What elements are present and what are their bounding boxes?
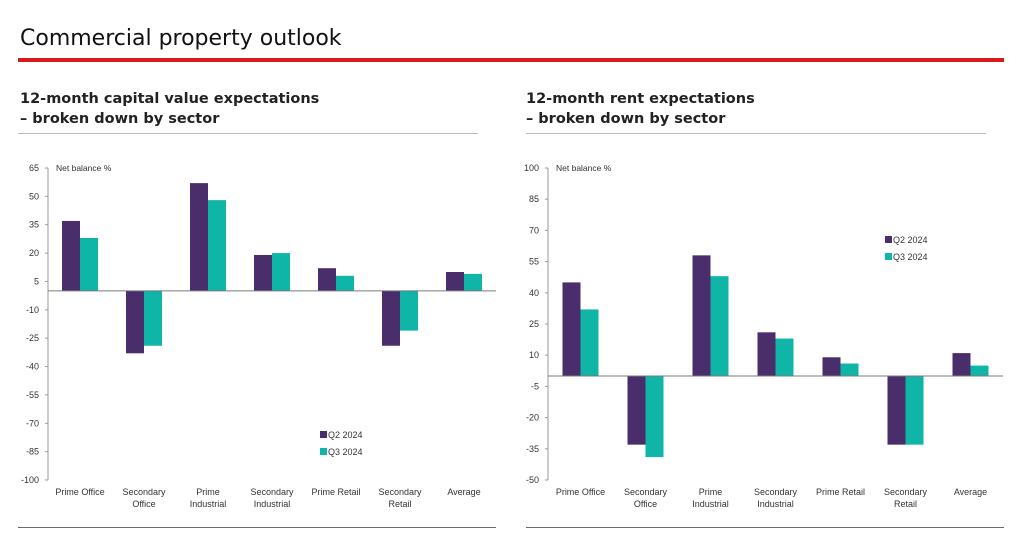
y-tick-label: 65 <box>29 163 39 173</box>
bar-q3-2024 <box>336 275 354 291</box>
x-tick-label: Secondary <box>884 487 928 497</box>
bar-q2-2024 <box>757 332 776 376</box>
bar-q2-2024 <box>952 353 971 376</box>
x-tick-label: Prime Retail <box>311 487 360 497</box>
y-tick-label: 10 <box>529 350 539 360</box>
bar-q2-2024 <box>887 376 906 445</box>
bottom-divider <box>526 527 1004 528</box>
bar-q3-2024 <box>80 237 98 291</box>
legend-label: Q3 2024 <box>328 447 363 457</box>
y-tick-label: 40 <box>529 288 539 298</box>
bar-q3-2024 <box>645 376 664 458</box>
bar-q3-2024 <box>272 253 290 291</box>
y-axis-label: Net balance % <box>56 163 112 173</box>
x-tick-label: Industrial <box>254 499 291 509</box>
y-tick-label: 100 <box>524 163 539 173</box>
x-tick-label: Industrial <box>757 499 794 509</box>
chart-heading-line2: – broken down by sector <box>20 111 220 127</box>
x-tick-label: Secondary <box>754 487 798 497</box>
heading-divider <box>526 133 986 134</box>
bar-q2-2024 <box>126 290 144 354</box>
y-tick-label: -50 <box>526 475 539 485</box>
x-tick-label: Prime Office <box>55 487 104 497</box>
y-tick-label: -5 <box>531 381 539 391</box>
capital-value-bar-chart: 65 50 35 20 5 -10 -25 -40 -55 -70 -85 -100 Net balan… <box>21 163 496 509</box>
x-tick-label: Secondary <box>624 487 668 497</box>
y-tick-label: -40 <box>26 362 39 372</box>
y-tick-label: -85 <box>26 447 39 457</box>
x-tick-label: Secondary <box>122 487 166 497</box>
heading-divider <box>18 133 478 134</box>
bar-q3-2024 <box>840 363 859 376</box>
y-tick-label: 55 <box>529 257 539 267</box>
x-tick-label: Retail <box>388 499 411 509</box>
x-tick-label: Prime Retail <box>816 487 865 497</box>
y-tick-label: -55 <box>26 390 39 400</box>
x-tick-label: Prime <box>196 487 220 497</box>
bottom-divider <box>18 527 496 528</box>
bar-q3-2024 <box>464 273 482 291</box>
bar-q2-2024 <box>446 272 464 291</box>
bar-q2-2024 <box>62 220 80 291</box>
bar-q3-2024 <box>710 276 729 376</box>
x-tick-label: Industrial <box>190 499 227 509</box>
x-tick-label: Average <box>447 487 480 497</box>
title-rule <box>18 58 1004 62</box>
bar-q2-2024 <box>190 183 208 291</box>
legend-swatch <box>320 431 327 438</box>
bar-q3-2024 <box>400 290 418 331</box>
legend-swatch <box>320 448 327 455</box>
y-tick-label: 70 <box>529 225 539 235</box>
chart-heading-line1: 12-month capital value expectations <box>20 91 320 107</box>
y-tick-label: -10 <box>26 305 39 315</box>
legend-label: Q2 2024 <box>893 235 928 245</box>
y-tick-label: 5 <box>34 276 39 286</box>
bar-q2-2024 <box>382 290 400 346</box>
bar-q3-2024 <box>144 290 162 346</box>
bar-q2-2024 <box>254 254 272 291</box>
legend-swatch <box>885 253 892 260</box>
x-tick-label: Industrial <box>692 499 729 509</box>
page-title: Commercial property outlook <box>20 26 342 51</box>
y-tick-label: -20 <box>526 413 539 423</box>
bar-q2-2024 <box>822 357 841 376</box>
bar-q2-2024 <box>562 282 581 376</box>
legend-label: Q3 2024 <box>893 252 928 262</box>
chart-heading-line1: 12-month rent expectations <box>526 91 755 107</box>
y-tick-label: 85 <box>529 194 539 204</box>
legend-swatch <box>885 236 892 243</box>
bar-q2-2024 <box>627 376 646 445</box>
legend-label: Q2 2024 <box>328 430 363 440</box>
x-tick-label: Office <box>634 499 657 509</box>
chart-heading-line2: – broken down by sector <box>526 111 726 127</box>
bar-q3-2024 <box>970 365 989 376</box>
y-tick-label: -35 <box>526 444 539 454</box>
chart-heading-rent: 12-month rent expectations – broken down… <box>526 89 755 129</box>
x-tick-label: Prime <box>699 487 723 497</box>
x-tick-label: Prime Office <box>556 487 605 497</box>
bar-q3-2024 <box>775 338 794 376</box>
bar-q2-2024 <box>692 255 711 376</box>
x-tick-label: Retail <box>894 499 917 509</box>
y-tick-label: -70 <box>26 418 39 428</box>
chart-heading-capital-value: 12-month capital value expectations – br… <box>20 89 319 129</box>
y-tick-label: -25 <box>26 333 39 343</box>
x-tick-label: Secondary <box>250 487 294 497</box>
x-tick-label: Secondary <box>378 487 422 497</box>
y-tick-label: 50 <box>29 191 39 201</box>
bar-q3-2024 <box>580 309 599 376</box>
x-tick-label: Office <box>132 499 155 509</box>
rent-bar-chart: 100 85 70 55 40 25 10 -5 -20 -35 -50 Net balance % P… <box>524 163 1003 509</box>
y-tick-label: 35 <box>29 220 39 230</box>
y-tick-label: 20 <box>29 248 39 258</box>
y-axis-label: Net balance % <box>556 163 612 173</box>
bar-q3-2024 <box>905 376 924 445</box>
y-tick-label: -100 <box>21 475 39 485</box>
y-tick-label: 25 <box>529 319 539 329</box>
x-tick-label: Average <box>954 487 987 497</box>
bar-q3-2024 <box>208 200 226 291</box>
bar-q2-2024 <box>318 268 336 291</box>
